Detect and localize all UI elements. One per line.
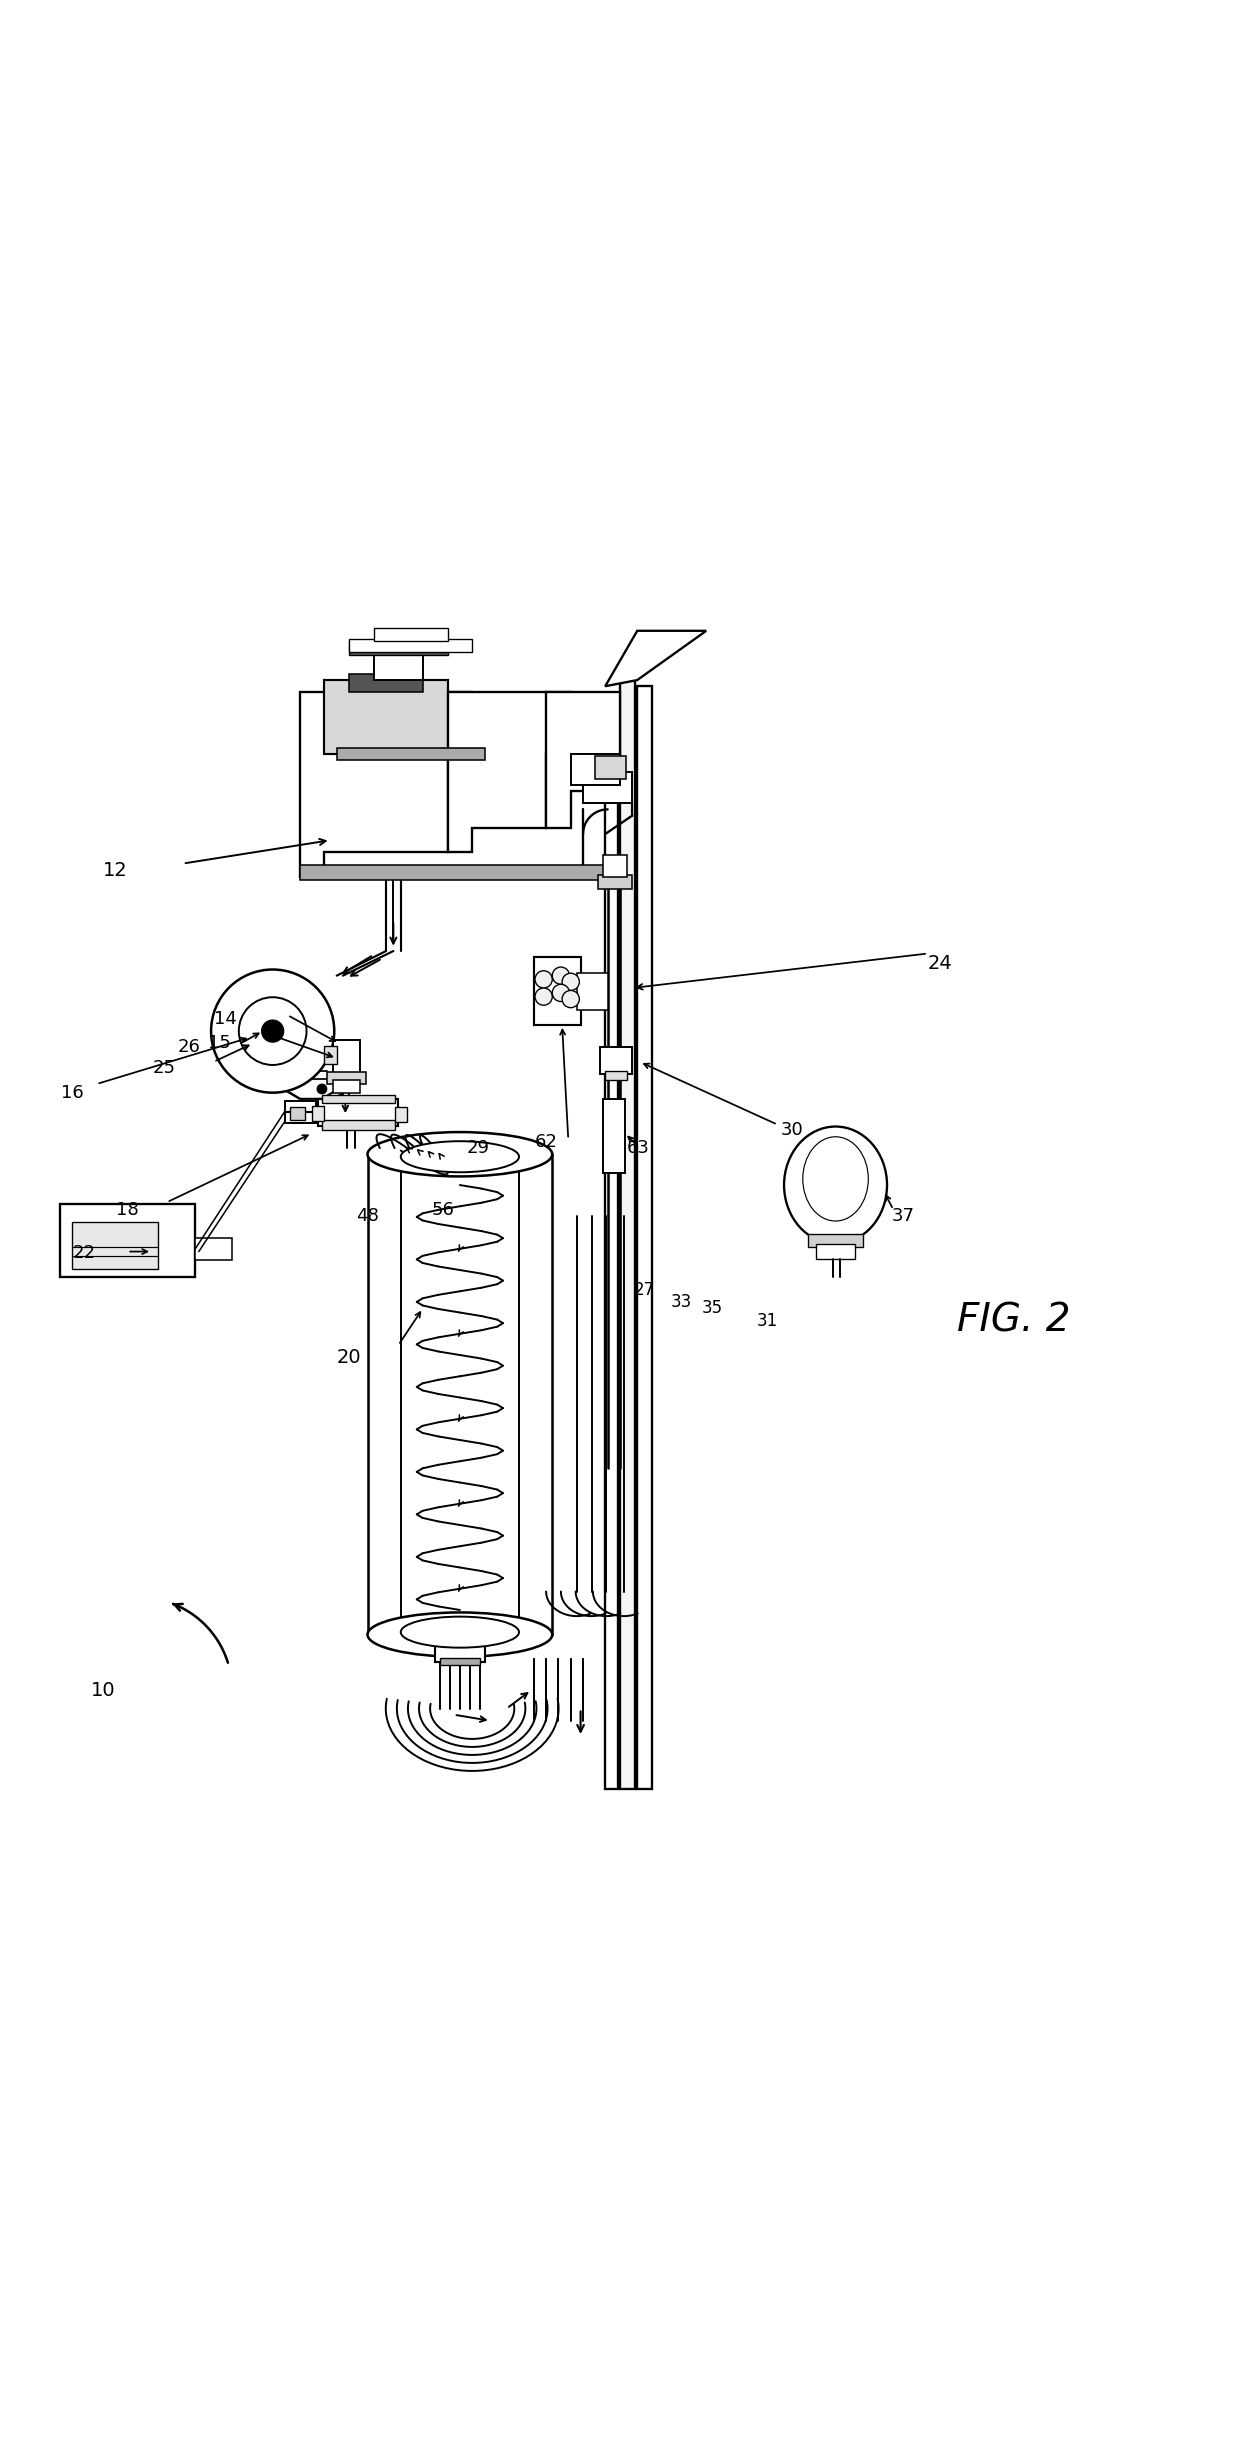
Bar xyxy=(334,1039,360,1078)
Polygon shape xyxy=(637,687,652,1789)
Bar xyxy=(816,1244,856,1259)
Bar xyxy=(290,1107,305,1119)
Text: 25: 25 xyxy=(153,1058,176,1078)
Text: 10: 10 xyxy=(91,1681,115,1699)
Ellipse shape xyxy=(367,1132,552,1176)
Ellipse shape xyxy=(367,1613,552,1657)
Circle shape xyxy=(317,1085,327,1095)
Circle shape xyxy=(534,987,552,1004)
Bar xyxy=(334,1080,360,1092)
Bar xyxy=(72,1222,159,1268)
Text: 24: 24 xyxy=(928,953,952,973)
Text: 12: 12 xyxy=(103,860,128,880)
Bar xyxy=(325,1046,337,1063)
Bar xyxy=(337,748,485,760)
Text: 62: 62 xyxy=(534,1134,558,1151)
Bar xyxy=(60,1202,195,1278)
Bar xyxy=(577,973,608,1009)
Circle shape xyxy=(552,968,569,985)
Bar xyxy=(603,1100,625,1173)
Bar xyxy=(583,772,632,804)
Bar xyxy=(598,875,632,890)
Polygon shape xyxy=(546,692,620,829)
Text: 63: 63 xyxy=(627,1139,650,1156)
Circle shape xyxy=(562,990,579,1007)
Text: 26: 26 xyxy=(177,1039,201,1056)
Bar xyxy=(435,1635,485,1662)
Circle shape xyxy=(262,1019,284,1041)
Ellipse shape xyxy=(784,1127,887,1244)
Bar xyxy=(570,753,620,785)
Text: 37: 37 xyxy=(892,1207,915,1224)
Ellipse shape xyxy=(401,1141,520,1173)
Circle shape xyxy=(239,997,306,1066)
Polygon shape xyxy=(605,704,618,1789)
Circle shape xyxy=(552,985,569,1002)
Text: 16: 16 xyxy=(61,1083,83,1102)
Bar xyxy=(605,1070,627,1080)
Bar xyxy=(603,855,627,877)
Bar xyxy=(373,650,423,679)
Bar xyxy=(285,1102,316,1124)
Bar xyxy=(600,1046,632,1075)
Bar xyxy=(195,1239,232,1261)
Text: 56: 56 xyxy=(432,1200,454,1220)
Text: 14: 14 xyxy=(215,1009,237,1029)
Text: 48: 48 xyxy=(356,1207,379,1224)
Text: 30: 30 xyxy=(781,1122,804,1139)
Circle shape xyxy=(211,970,335,1092)
Bar xyxy=(327,1073,366,1085)
Bar xyxy=(325,679,448,753)
Bar xyxy=(595,758,626,780)
Bar xyxy=(808,1234,863,1246)
Bar xyxy=(394,1107,407,1122)
Bar xyxy=(322,1095,394,1102)
Bar xyxy=(312,1107,325,1122)
Bar xyxy=(319,1100,398,1127)
Ellipse shape xyxy=(401,1615,520,1647)
Bar xyxy=(322,1119,394,1129)
Text: 31: 31 xyxy=(758,1312,779,1330)
Text: 29: 29 xyxy=(466,1139,490,1156)
Circle shape xyxy=(562,973,579,990)
Text: FIG. 2: FIG. 2 xyxy=(957,1303,1071,1339)
Bar xyxy=(348,640,472,653)
Bar xyxy=(348,640,448,655)
Circle shape xyxy=(534,970,552,987)
Bar xyxy=(533,958,580,1024)
Bar xyxy=(440,1657,480,1664)
Text: 35: 35 xyxy=(702,1300,723,1317)
Polygon shape xyxy=(605,631,707,687)
Text: 22: 22 xyxy=(73,1244,95,1261)
Text: 15: 15 xyxy=(208,1034,231,1053)
Polygon shape xyxy=(620,679,635,1789)
Text: 27: 27 xyxy=(634,1281,655,1298)
Polygon shape xyxy=(300,692,472,877)
Text: 20: 20 xyxy=(337,1349,361,1366)
Bar xyxy=(373,628,448,640)
Bar xyxy=(300,865,620,880)
Text: 33: 33 xyxy=(671,1293,692,1310)
Polygon shape xyxy=(448,692,570,853)
Text: 18: 18 xyxy=(117,1200,139,1220)
Bar xyxy=(348,675,423,692)
